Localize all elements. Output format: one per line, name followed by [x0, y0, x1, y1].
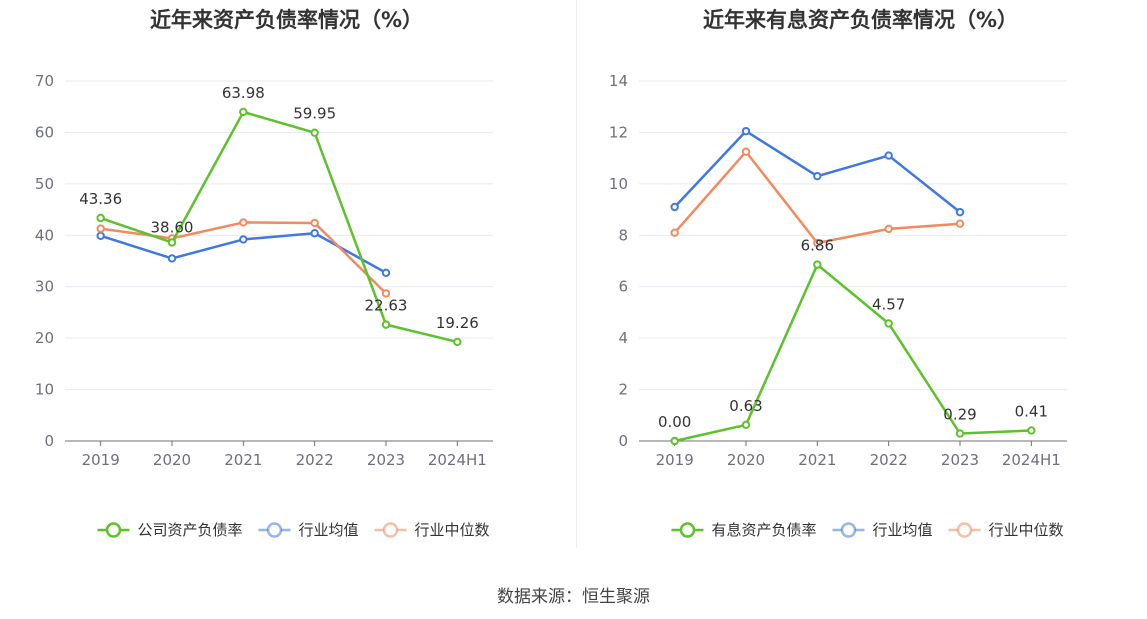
chart1-data-point [670, 228, 679, 237]
chart0-data-label: 22.63 [365, 297, 408, 315]
chart-right-title: 近年来有息资产负债率情况（%） [702, 8, 1019, 32]
chart1-x-tick-label: 2020 [727, 451, 765, 469]
chart1-data-point [670, 436, 679, 446]
chart0-data-point [239, 218, 248, 227]
chart1-data-point [955, 429, 965, 438]
chart1-x-tick-label: 2024H1 [1002, 451, 1061, 469]
chart1-data-label: 0.00 [658, 413, 691, 431]
chart1-data-point [884, 224, 893, 234]
chart0-legend-marker [266, 522, 283, 538]
chart0-y-tick-label: 10 [35, 381, 54, 399]
chart0-data-point [310, 229, 319, 238]
chart1-data-point [741, 126, 751, 136]
chart0-x-tick-label: 2019 [82, 451, 120, 469]
chart0-y-tick-label: 60 [35, 123, 54, 141]
chart1-legend-label: 有息资产负债率 [712, 521, 817, 539]
chart1-series-line [673, 129, 961, 214]
chart0-legend-label: 公司资产负债率 [138, 521, 243, 539]
chart0-x-tick-label: 2021 [224, 451, 262, 469]
data-source: 数据来源：恒生聚源 [497, 587, 650, 607]
chart1-y-tick-label: 6 [618, 278, 628, 296]
chart1-data-point [955, 219, 965, 228]
chart1-data-point [955, 207, 965, 217]
chart0-data-point [239, 107, 248, 117]
chart-left-svg: 0 10 20 30 40 50 60 70 2019 2020 2021 2022 2023 2024H… [35, 72, 493, 539]
chart0-legend-label: 行业中位数 [415, 521, 490, 539]
chart-divider [576, 0, 577, 548]
chart1-legend-marker [840, 522, 857, 538]
chart0-data-label: 63.98 [222, 84, 265, 102]
chart0-data-point [310, 128, 319, 137]
chart0-x-tick-label: 2023 [367, 451, 405, 469]
chart0-data-point [310, 218, 319, 228]
chart0-series-line [100, 110, 458, 344]
chart1-data-point [813, 260, 822, 269]
chart1-x-tick-label: 2021 [798, 451, 836, 469]
chart1-data-point [670, 202, 679, 212]
chart1-legend-label: 行业均值 [873, 521, 933, 539]
chart0-y-tick-label: 20 [35, 329, 54, 347]
chart0-data-label: 19.26 [436, 314, 479, 332]
chart-left-title: 近年来资产负债率情况（%） [149, 8, 424, 32]
chart1-x-tick-label: 2019 [656, 451, 694, 469]
chart1-data-point [884, 151, 893, 160]
chart1-y-tick-label: 2 [618, 381, 628, 399]
chart1-data-point [884, 319, 893, 328]
chart0-x-tick-label: 2022 [296, 451, 334, 469]
chart0-legend-marker [382, 522, 399, 538]
chart0-data-point [381, 320, 391, 329]
chart0-y-tick-label: 0 [44, 432, 54, 450]
chart1-series-line [673, 150, 961, 245]
chart0-legend-marker [105, 522, 122, 538]
chart0-y-tick-label: 40 [35, 226, 54, 244]
chart1-x-tick-label: 2023 [941, 451, 979, 469]
chart1-legend-marker [956, 522, 973, 538]
chart1-y-tick-label: 0 [618, 432, 628, 450]
chart0-legend-label: 行业均值 [299, 521, 359, 539]
chart0-data-point [96, 224, 105, 233]
chart1-data-point [813, 171, 822, 181]
chart1-data-label: 4.57 [872, 295, 905, 313]
chart1-data-label: 0.63 [729, 397, 762, 415]
chart1-data-point [1027, 426, 1036, 435]
chart0-x-tick-label: 2024H1 [428, 451, 487, 469]
chart1-legend-label: 行业中位数 [989, 521, 1064, 539]
chart0-data-point [167, 254, 177, 263]
chart1-y-tick-label: 14 [609, 72, 628, 90]
chart1-y-tick-label: 12 [609, 123, 628, 141]
chart1-legend-marker [679, 522, 696, 538]
chart0-data-point [96, 231, 105, 241]
chart-left: 0 10 20 30 40 50 60 70 2019 2020 2021 2022 2023 2024H… [0, 0, 573, 560]
chart1-x-tick-label: 2022 [870, 451, 908, 469]
chart1-data-point [813, 238, 822, 248]
chart0-data-point [167, 238, 177, 247]
chart0-data-point [96, 213, 105, 223]
chart1-series-line [674, 263, 1032, 443]
chart0-x-tick-label: 2020 [153, 451, 191, 469]
chart0-data-label: 59.95 [293, 105, 336, 123]
chart1-data-label: 6.86 [801, 237, 834, 255]
chart0-y-tick-label: 50 [35, 175, 54, 193]
chart-right-svg: 0 2 4 6 8 10 12 14 2019 2020 2021 2022 2023 2024H1 0.0… [609, 72, 1067, 539]
chart0-data-point [453, 337, 462, 347]
chart1-data-point [741, 147, 751, 156]
chart1-y-tick-label: 10 [609, 175, 628, 193]
chart0-data-point [381, 268, 391, 278]
chart1-data-point [741, 420, 751, 429]
chart1-y-tick-label: 4 [618, 329, 628, 347]
chart0-data-point [239, 235, 248, 244]
chart-right: 0 2 4 6 8 10 12 14 2019 2020 2021 2022 2023 2024H1 0.0… [574, 0, 1147, 560]
chart0-y-tick-label: 70 [35, 72, 54, 90]
chart0-data-label: 43.36 [79, 190, 122, 208]
chart0-data-point [381, 289, 391, 298]
chart1-data-label: 0.41 [1015, 402, 1048, 420]
chart1-y-tick-label: 8 [618, 226, 628, 244]
chart0-data-label: 38.60 [151, 218, 194, 236]
chart1-data-label: 0.29 [943, 406, 976, 424]
chart0-y-tick-label: 30 [35, 278, 54, 296]
